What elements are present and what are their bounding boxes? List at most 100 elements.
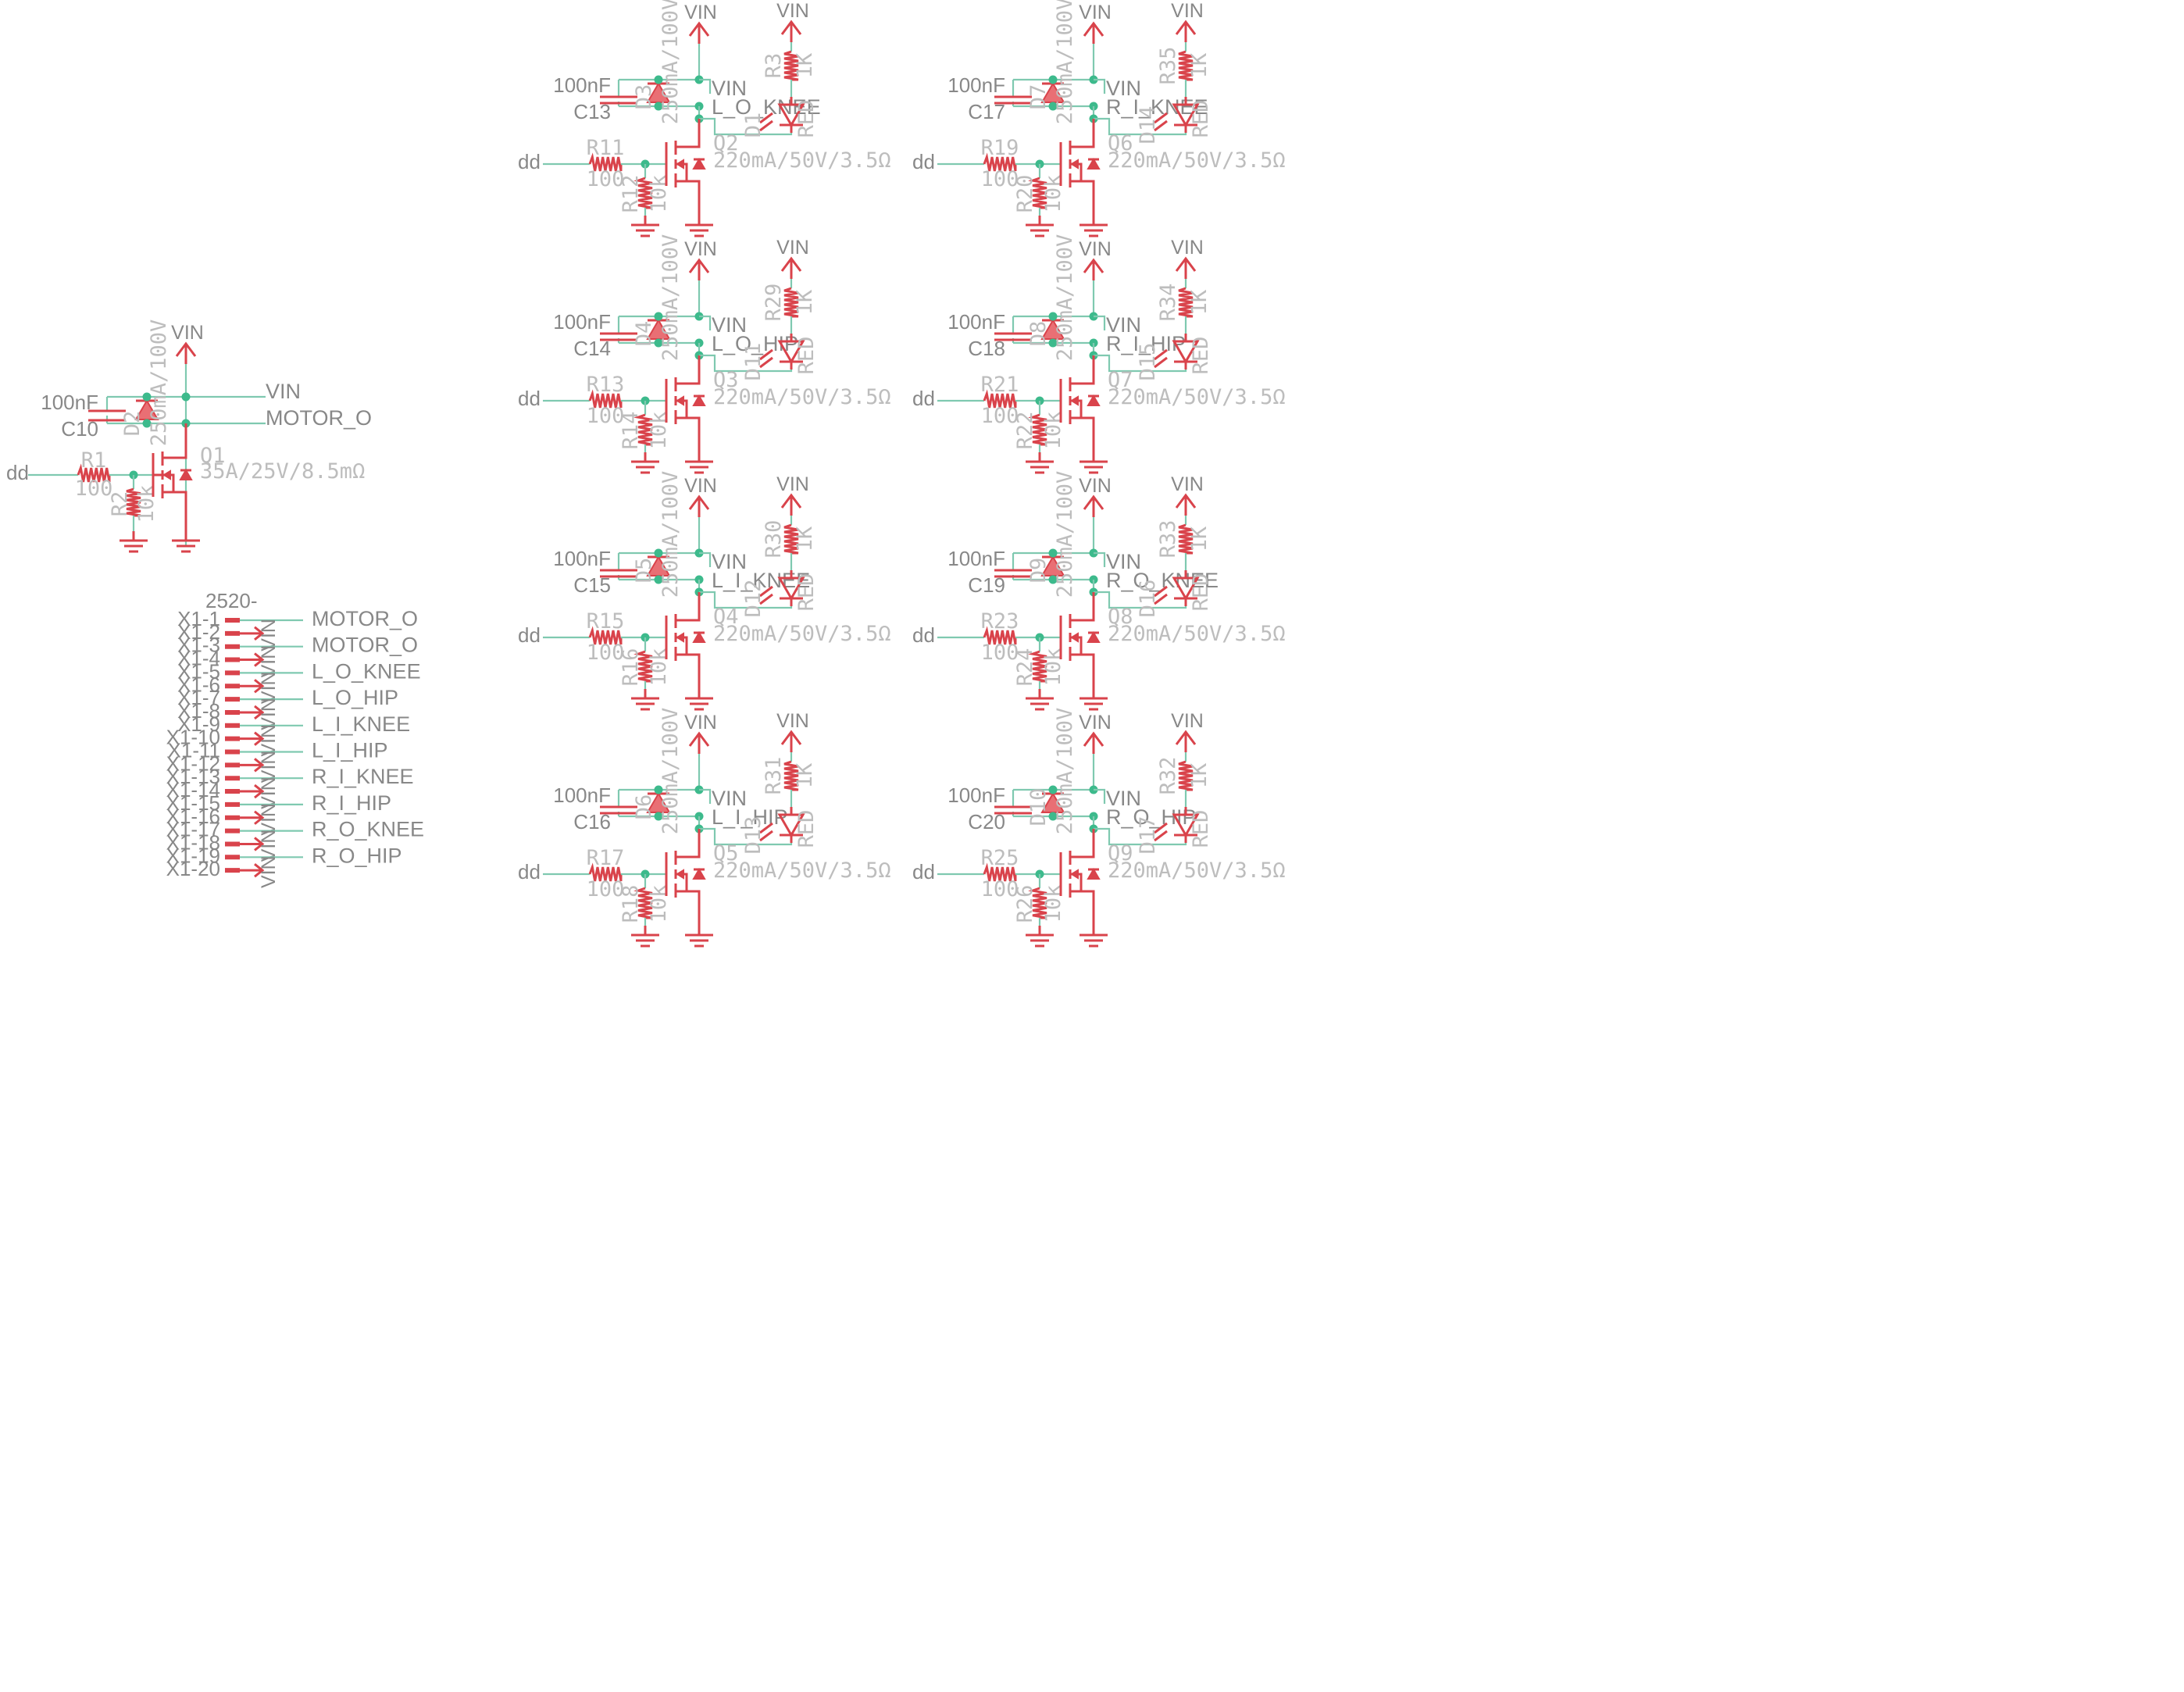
resistor-symbol [1178, 50, 1194, 81]
led-value: RED [794, 100, 819, 138]
pulldown-ref: R24 [1013, 648, 1037, 687]
led-res-ref: R33 [1156, 520, 1180, 559]
capacitor-symbol [600, 332, 637, 341]
diode-ref: D5 [632, 558, 656, 584]
led-res-value: 1K [793, 526, 817, 552]
vin-label: VIN [1079, 238, 1112, 260]
driver-block: VIN VIN MOTOR_O 100nF C10 D2 250mA/100V dd R1 100… [6, 319, 372, 553]
gate-res-value: 100 [587, 167, 625, 191]
resistor-symbol [1178, 523, 1194, 555]
resistor-symbol [1028, 887, 1047, 919]
input-label: dd [912, 387, 935, 410]
ground-icon [1026, 926, 1054, 948]
diode-ref: D8 [1026, 321, 1051, 347]
net-label: L_I_HIP [712, 805, 788, 829]
junction [1048, 312, 1058, 321]
pin-label: X1-3 [177, 634, 220, 657]
pin-net-label: L_I_HIP [312, 739, 388, 762]
vin-arrow-icon [688, 258, 710, 280]
junction [1048, 785, 1058, 794]
led-icon [759, 570, 805, 606]
resistor-symbol [588, 152, 623, 172]
diode-ref: D9 [1026, 558, 1051, 584]
led-res-value: 1K [1187, 526, 1212, 552]
ground-icon [1080, 452, 1108, 474]
mosfet-ref: Q8 [1108, 605, 1133, 629]
connector-pin: X1-1 MOTOR_O [177, 607, 418, 630]
led-ref: D14 [1136, 106, 1160, 145]
led-ref: D16 [1136, 580, 1160, 618]
junction [1048, 575, 1058, 584]
r1-value: 100 [75, 477, 113, 501]
gate-res-value: 100 [981, 404, 1019, 428]
input-label: dd [912, 623, 935, 647]
cap-ref: C16 [573, 810, 611, 834]
pin-label: X1-14 [166, 778, 220, 801]
resistor-symbol [588, 862, 623, 882]
r2-ref: R2 [108, 491, 132, 517]
mosfet-value: 220mA/50V/3.5Ω [1108, 148, 1286, 173]
vin-label: VIN [1171, 473, 1204, 495]
cap-ref: C14 [573, 337, 611, 360]
vin-label: VIN [684, 238, 717, 260]
pin-label: X1-6 [177, 673, 220, 696]
led-res-value: 1K [793, 289, 817, 315]
pin-label: X1-11 [168, 739, 220, 762]
vin-arrow-icon [688, 731, 710, 754]
vin-label: VIN [684, 2, 717, 23]
junction [181, 392, 191, 402]
ground-icon [120, 531, 148, 553]
pin-label: X1-2 [177, 620, 220, 644]
resistor-symbol [633, 650, 653, 683]
resistor-symbol [1028, 650, 1047, 683]
vin-label: VIN [684, 475, 717, 497]
net-label: R_O_KNEE [1106, 569, 1219, 592]
vin-label: VIN [1079, 712, 1112, 734]
pin-label: X1-10 [166, 726, 220, 749]
cap-ref: C13 [573, 100, 611, 123]
cap-ref: C15 [573, 573, 611, 597]
vin-arrow-icon [780, 493, 802, 516]
net-label: R_I_HIP [1106, 332, 1186, 355]
capacitor-symbol [994, 332, 1032, 341]
capacitor-symbol [88, 409, 126, 422]
led-value: RED [1189, 100, 1213, 138]
junction [142, 392, 152, 402]
vin-label: VIN [1171, 237, 1204, 259]
mosfet-ref: Q7 [1108, 368, 1133, 392]
connector-pin: X1-9 L_I_KNEE [177, 712, 410, 736]
mosfet-value: 220mA/50V/3.5Ω [1108, 385, 1286, 409]
capacitor-symbol [994, 95, 1032, 105]
input-label: dd [912, 150, 935, 173]
pin-label: X1-19 [166, 844, 220, 867]
net-motor-o-label: MOTOR_O [266, 406, 372, 430]
net-label: L_O_HIP [712, 332, 798, 355]
capacitor-symbol [994, 805, 1032, 815]
pin-label: X1-1 [177, 607, 220, 630]
led-ref: D17 [1136, 816, 1160, 855]
input-label: dd [518, 150, 541, 173]
cap-ref: C17 [968, 100, 1005, 123]
capacitor-symbol [994, 569, 1032, 578]
vin-label: VIN [776, 473, 809, 495]
capacitor-symbol [600, 95, 637, 105]
ground-icon [172, 531, 200, 553]
gate-res-ref: R13 [587, 373, 625, 397]
led-res-value: 1K [1187, 762, 1212, 788]
gate-res-ref: R17 [587, 846, 625, 870]
vin-label: VIN [1079, 2, 1112, 23]
led-res-value: 1K [793, 762, 817, 788]
vin-label: VIN [684, 712, 717, 734]
pin-label: X1-15 [166, 791, 220, 815]
pin-label: X1-5 [177, 659, 220, 683]
connector-pin: X1-3 MOTOR_O [177, 634, 418, 657]
resistor-symbol [77, 463, 111, 483]
vin-arrow-icon [688, 494, 710, 517]
junction [654, 785, 663, 794]
led-res-ref: R3 [762, 53, 786, 79]
pin-vin-label: VIN [258, 855, 280, 888]
